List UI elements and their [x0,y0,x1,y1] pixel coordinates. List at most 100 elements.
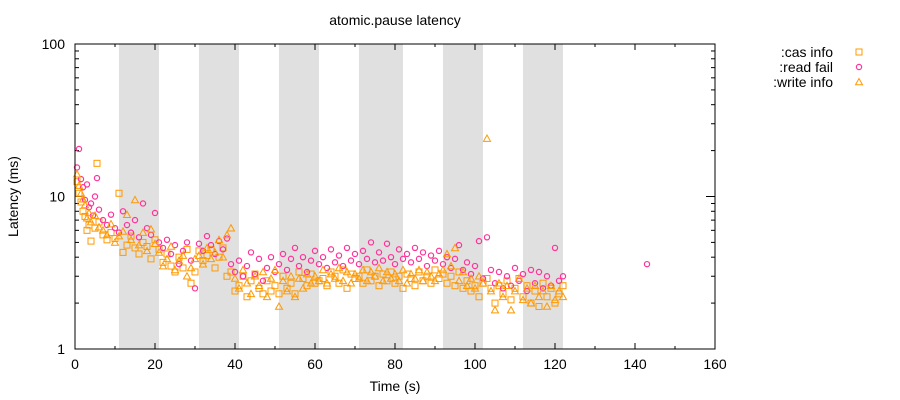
x-tick-label: 40 [227,356,243,372]
data-point [194,251,204,259]
data-point [399,255,407,263]
data-point [131,216,139,224]
data-point [431,266,439,274]
data-point [322,278,332,287]
data-point [163,250,171,258]
data-point [107,211,115,218]
data-point [246,289,256,298]
x-tick-label: 20 [147,356,163,372]
data-point [179,264,187,272]
shaded-interval-1 [119,44,159,349]
data-point [422,267,432,276]
legend-marker [855,63,863,71]
data-point [467,270,475,278]
data-point [187,279,195,287]
data-point [366,267,376,276]
data-point [455,241,463,249]
data-point [243,262,251,270]
data-point [507,296,515,304]
data-point [526,298,536,307]
data-point [498,292,508,301]
data-point [294,273,304,282]
data-point [430,276,440,285]
data-point [162,254,172,263]
data-point [402,278,412,287]
data-point [127,229,135,236]
data-point [175,253,183,261]
data-point [415,255,423,263]
data-point [358,265,368,274]
data-point [91,193,99,200]
data-point [386,273,396,282]
data-point [407,259,415,266]
data-point [198,259,208,268]
data-point [159,244,167,252]
data-point [142,246,152,255]
data-point [187,257,195,264]
legend-item: :cas info [781,44,863,60]
data-point [375,282,383,290]
data-point [486,286,496,295]
data-point [411,282,419,290]
chart-title: atomic.pause latency [329,12,461,28]
data-point [262,292,272,301]
data-point [287,255,295,263]
data-point [106,219,116,228]
data-point [343,284,351,292]
data-point [331,272,339,280]
data-point [195,240,203,247]
data-point [191,268,199,276]
data-point [454,276,464,285]
data-point [442,249,452,258]
data-point [118,226,128,235]
data-point [315,260,323,268]
data-point [394,276,404,285]
data-point [487,266,495,274]
data-point [139,200,147,207]
data-point [410,273,420,282]
data-point [399,284,407,292]
data-point [431,257,439,264]
data-point [166,241,176,250]
data-point [559,282,567,290]
data-point [275,290,283,298]
data-point [354,273,364,282]
data-point [279,272,287,280]
data-point [447,272,455,280]
data-point [474,271,484,280]
data-point [511,264,519,272]
data-point [158,261,168,270]
data-point [355,260,363,268]
plot-frame [74,43,716,350]
data-point [518,295,528,304]
data-point [362,276,372,285]
data-point [558,292,568,301]
data-point [167,250,175,258]
data-point [90,211,100,219]
series-cas-info [73,159,567,310]
data-point [207,245,215,253]
data-point [435,247,443,255]
data-point [230,273,240,282]
data-point [93,159,101,167]
data-point [210,247,220,256]
data-point [519,293,527,301]
data-point [302,269,312,278]
data-point [251,270,259,278]
data-point [475,293,483,301]
y-tick-label: 100 [42,36,66,52]
data-point [83,226,91,234]
data-point [291,290,299,298]
data-point [170,265,180,274]
data-point [414,265,424,274]
data-point [77,175,85,183]
data-point [259,290,267,298]
data-markers [72,133,651,314]
data-point [183,245,191,253]
data-point [451,282,459,290]
data-point [175,260,183,268]
data-point [331,259,339,266]
data-point [550,295,560,304]
data-point [195,247,203,255]
x-tick-label: 0 [71,356,79,372]
